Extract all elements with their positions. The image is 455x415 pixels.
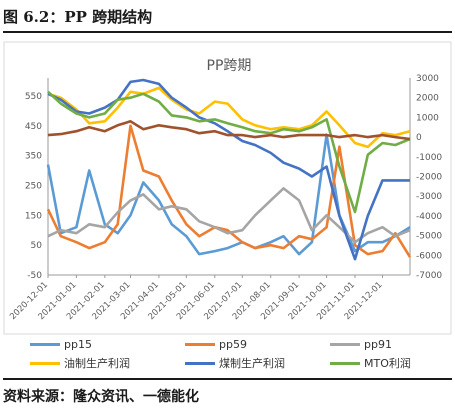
series-line-pp15 xyxy=(46,133,411,256)
series-line-pp91 xyxy=(47,187,411,244)
legend-swatch xyxy=(330,361,360,365)
y-right-tick-label: -6000 xyxy=(416,251,442,261)
y-right-tick-label: -7000 xyxy=(416,271,442,281)
y-left-tick-label: 50 xyxy=(31,241,43,251)
legend-label: pp91 xyxy=(364,338,392,351)
y-right-tick-label: -4000 xyxy=(416,212,442,222)
y-left-tick-label: -50 xyxy=(27,271,42,281)
legend-item-mto_profit: MTO利润 xyxy=(330,355,411,371)
top-rule xyxy=(3,31,452,33)
y-left-tick-label: 450 xyxy=(25,122,42,132)
series-line-mto_profit xyxy=(47,90,411,214)
legend-item-coal_profit: 煤制生产利润 xyxy=(185,355,285,371)
series-line-oil_profit xyxy=(47,86,411,149)
source-note: 资料来源：隆众资讯、一德能化 xyxy=(3,389,199,405)
series-line-mto_baseline xyxy=(47,120,411,141)
series-line-coal_profit xyxy=(47,78,410,261)
legend-label: 煤制生产利润 xyxy=(219,357,285,370)
legend-label: 油制生产利润 xyxy=(64,357,130,370)
legend-swatch xyxy=(30,343,60,346)
y-right-tick-label: 3000 xyxy=(416,74,439,84)
figure-caption: 图 6.2：PP 跨期结构 xyxy=(3,8,153,26)
bottom-rule xyxy=(3,378,452,380)
y-left-tick-label: 350 xyxy=(25,152,42,162)
chart-title: PP跨期 xyxy=(207,58,252,74)
y-left-tick-label: 250 xyxy=(25,181,42,191)
y-right-tick-label: -5000 xyxy=(416,232,442,242)
legend-swatch xyxy=(185,361,215,365)
legend-item-pp59: pp59 xyxy=(185,338,247,351)
legend-item-pp91: pp91 xyxy=(330,338,392,351)
legend-item-oil_profit: 油制生产利润 xyxy=(30,355,130,371)
legend-label: pp59 xyxy=(219,338,247,351)
y-right-tick-label: -2000 xyxy=(416,173,442,183)
y-left-tick-label: 150 xyxy=(25,211,42,221)
legend-label: pp15 xyxy=(64,338,92,351)
y-right-tick-label: 1000 xyxy=(416,113,439,123)
y-right-tick-label: -3000 xyxy=(416,192,442,202)
legend-swatch xyxy=(330,343,360,346)
chart-legend: pp15 pp59 pp91 油制生产利润 煤制生产利润 MTO利润 xyxy=(30,338,450,374)
legend-item-pp15: pp15 xyxy=(30,338,92,351)
y-right-tick-label: -1000 xyxy=(416,153,442,163)
chart-area: PP跨期 -50 50 150 250 350 450 550 -7000 -6000 -5000 -… xyxy=(3,41,452,335)
series-line-pp59 xyxy=(46,124,412,258)
legend-swatch xyxy=(185,343,215,346)
y-right-tick-label: 0 xyxy=(416,133,422,143)
chart-border xyxy=(3,41,452,335)
y-left-tick-label: 550 xyxy=(25,92,42,102)
y-right-tick-label: 2000 xyxy=(416,94,439,104)
legend-swatch xyxy=(30,361,60,365)
legend-label: MTO利润 xyxy=(364,357,411,370)
